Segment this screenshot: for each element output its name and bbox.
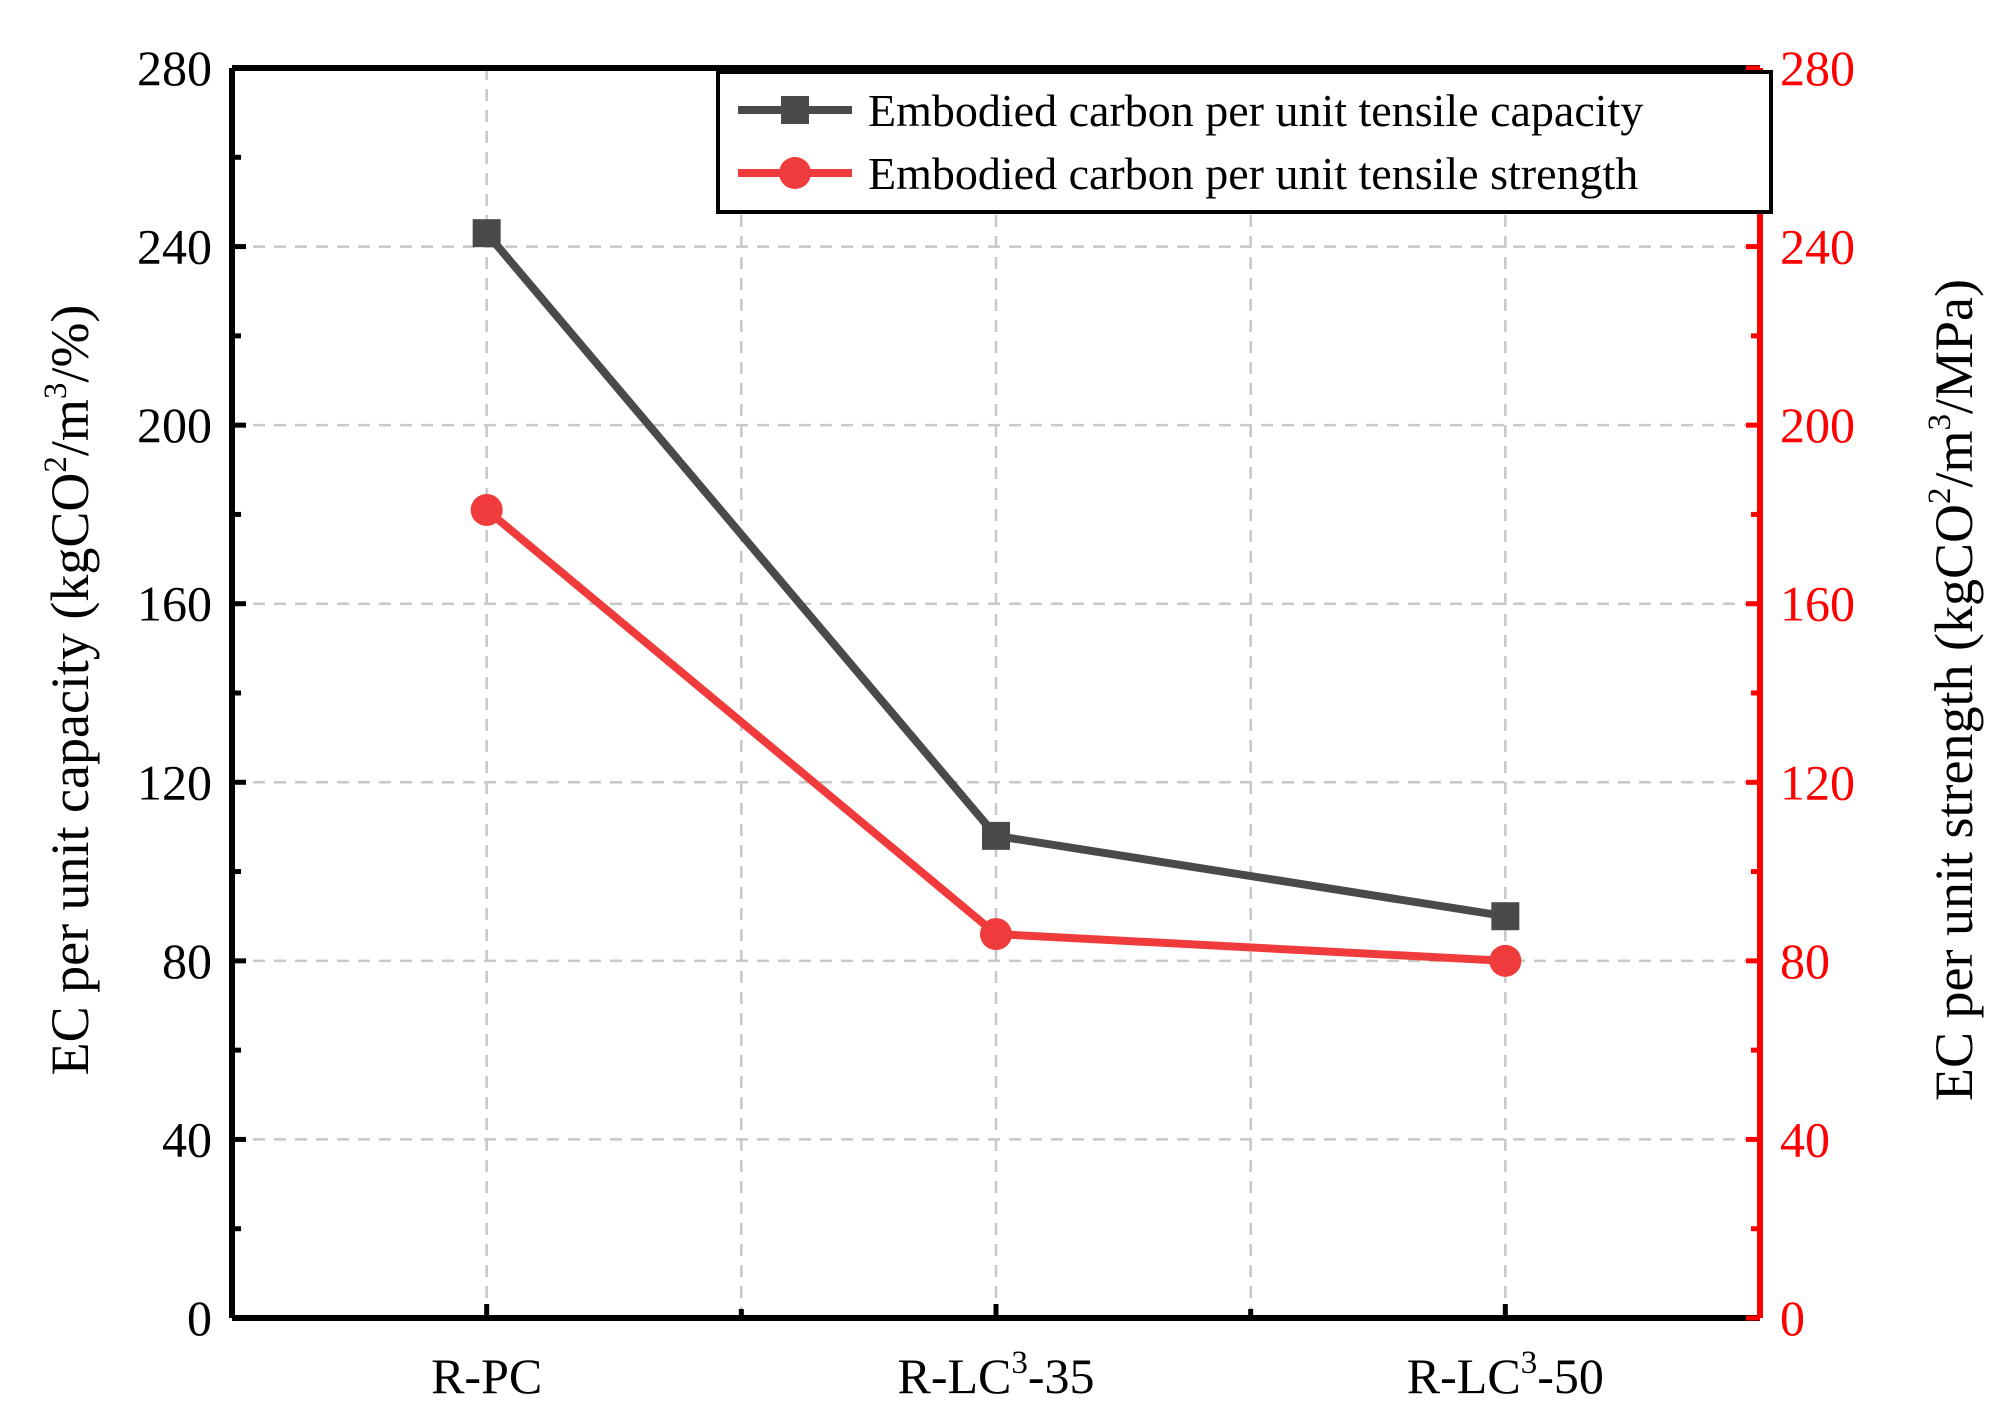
legend-label-strength: Embodied carbon per unit tensile strengt… — [868, 148, 1638, 199]
right-ticks: 0 40 80 120 160 200 240 280 — [1746, 40, 1855, 1346]
x-tick-label-suffix: -35 — [1028, 1348, 1095, 1404]
left-ticks: 0 40 80 120 160 200 240 280 — [137, 40, 246, 1346]
y-left-title-part: EC per unit capacity (kgCO — [40, 473, 100, 1076]
x-tick-label-base: R-LC — [897, 1348, 1011, 1404]
y-left-tick-label: 120 — [137, 754, 212, 810]
y-left-title-sup: 2 — [38, 456, 74, 473]
grid — [232, 68, 1760, 1318]
y-right-tick-label: 120 — [1780, 754, 1855, 810]
legend: Embodied carbon per unit tensile capacit… — [716, 70, 1773, 214]
data-point-strength — [1489, 944, 1522, 977]
minor-ticks — [232, 154, 1760, 1232]
legend-marker-strength — [779, 157, 811, 189]
legend-label-capacity: Embodied carbon per unit tensile capacit… — [868, 85, 1643, 136]
y-axis-title-right: EC per unit strength (kgCO2/m3/MPa) — [1922, 279, 1984, 1101]
y-left-title-sup: 3 — [38, 383, 74, 400]
y-right-tick-label: 240 — [1780, 219, 1855, 275]
y-right-tick-label: 0 — [1780, 1290, 1805, 1346]
y-right-tick-label: 280 — [1780, 40, 1855, 96]
x-tick-label: R-LC3-35 — [897, 1345, 1094, 1404]
y-left-tick-label: 240 — [137, 219, 212, 275]
y-left-tick-label: 0 — [187, 1290, 212, 1346]
y-left-tick-label: 40 — [162, 1111, 212, 1167]
series-layer — [470, 219, 1522, 977]
y-axis-title-left: EC per unit capacity (kgCO2/m3/%) — [38, 305, 100, 1076]
y-left-tick-label: 280 — [137, 40, 212, 96]
y-left-tick-label: 80 — [162, 933, 212, 989]
x-ticks: R-PC R-LC3-35 R-LC3-50 — [431, 1304, 1604, 1404]
data-point-strength — [980, 918, 1012, 951]
y-left-title-part: /%) — [40, 305, 100, 383]
data-point-capacity — [982, 821, 1010, 850]
data-point-capacity — [1491, 902, 1520, 931]
x-tick-label-base: R-LC — [1407, 1348, 1521, 1404]
x-tick-label: R-PC — [431, 1348, 542, 1404]
y-left-title-part: /m — [40, 399, 100, 456]
y-right-title-sup: 3 — [1922, 414, 1958, 431]
y-right-title-part: EC per unit strength (kgCO — [1924, 504, 1984, 1101]
y-left-tick-label: 160 — [137, 576, 212, 632]
y-right-tick-label: 160 — [1780, 576, 1855, 632]
x-tick-label-sup: 3 — [1521, 1345, 1538, 1381]
x-tick-label-suffix: -50 — [1537, 1348, 1604, 1404]
data-point-strength — [470, 493, 503, 526]
y-right-tick-label: 40 — [1780, 1111, 1830, 1167]
legend-box — [716, 70, 1773, 214]
y-right-tick-label: 80 — [1780, 933, 1830, 989]
y-right-title-part: /m — [1924, 431, 1984, 488]
data-point-capacity — [472, 219, 501, 248]
y-right-title-part: /MPa) — [1924, 279, 1984, 414]
x-tick-label: R-LC3-50 — [1407, 1345, 1604, 1404]
y-left-tick-label: 200 — [137, 397, 212, 453]
y-right-title-sup: 2 — [1922, 488, 1958, 505]
legend-marker-capacity — [781, 96, 809, 124]
x-tick-label-sup: 3 — [1011, 1345, 1028, 1381]
y-right-tick-label: 200 — [1780, 397, 1855, 453]
x-tick-label-base: R-PC — [431, 1348, 542, 1404]
